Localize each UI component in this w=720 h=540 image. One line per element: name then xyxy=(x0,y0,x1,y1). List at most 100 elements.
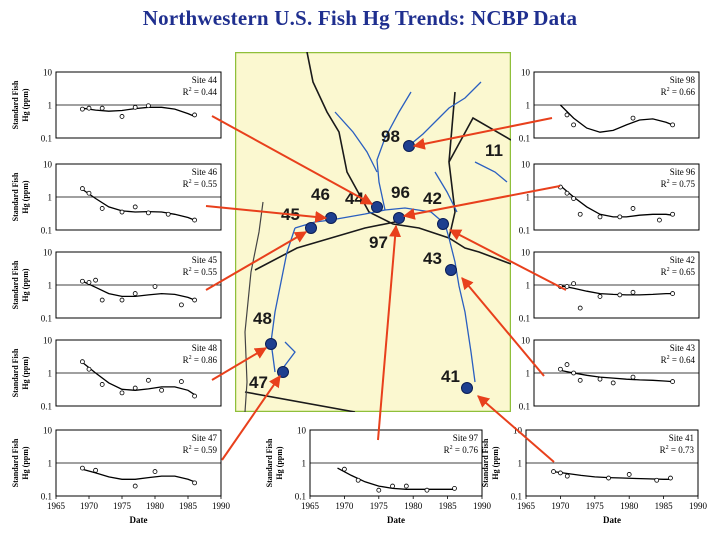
site-label: Site 45 xyxy=(192,255,218,265)
data-point xyxy=(99,382,105,387)
chart-site-96: 10 1 0.1 Site 96 R2 = 0.75 xyxy=(502,156,705,240)
site-label: Site 97 xyxy=(453,433,479,443)
data-point xyxy=(571,281,576,287)
x-tick-label: 1985 xyxy=(179,501,198,511)
data-point xyxy=(99,297,105,303)
y-tick-label: 1 xyxy=(518,459,523,469)
data-point xyxy=(670,291,676,296)
data-point xyxy=(86,190,92,196)
x-tick-label: 1965 xyxy=(301,501,320,511)
data-point xyxy=(119,390,125,396)
data-point xyxy=(152,284,158,289)
data-point xyxy=(564,190,570,196)
x-axis-label: Date xyxy=(130,515,148,525)
x-axis-label: Date xyxy=(387,515,405,525)
chart-svg: 10 1 0.1 Standard Fish Hg (ppm) Site 45 R2 = 0… xyxy=(11,248,222,324)
chart-svg: 10 1 0.1 Site 98 R2 = 0.66 xyxy=(519,68,700,144)
data-point xyxy=(617,292,623,298)
y-tick-label: 1 xyxy=(48,101,53,111)
y-tick-label: 10 xyxy=(521,336,531,346)
data-point xyxy=(668,475,673,481)
data-point xyxy=(80,359,85,365)
chart-site-48: 10 1 0.1 Standard Fish Hg (ppm) Site 48 R2 = 0… xyxy=(8,332,227,416)
map-label-41: 41 xyxy=(441,367,460,386)
data-point xyxy=(564,362,570,367)
map-label-96: 96 xyxy=(391,183,410,202)
data-point xyxy=(355,477,361,483)
y-tick-label: 10 xyxy=(521,160,531,170)
data-point xyxy=(159,387,165,393)
data-point xyxy=(630,374,636,380)
data-point xyxy=(192,297,198,303)
y-axis-label: Hg (ppm) xyxy=(21,180,30,213)
site-label: Site 98 xyxy=(670,75,696,85)
chart-site-44: 10 1 0.1 Standard Fish Hg (ppm) Site 44 R2 = 0… xyxy=(8,64,227,148)
y-tick-label: 0.1 xyxy=(41,134,52,144)
site-48-dot xyxy=(265,338,277,350)
data-point xyxy=(178,379,184,384)
chart-site-98: 10 1 0.1 Site 98 R2 = 0.66 xyxy=(502,64,705,148)
map-label-44: 44 xyxy=(345,189,364,208)
y-tick-label: 1 xyxy=(48,193,53,203)
site-96-dot xyxy=(393,212,405,224)
chart-site-45: 10 1 0.1 Standard Fish Hg (ppm) Site 45 R2 = 0… xyxy=(8,244,227,328)
trend-line xyxy=(82,106,195,117)
data-point xyxy=(178,302,184,308)
data-point xyxy=(656,217,662,223)
x-tick-label: 1975 xyxy=(586,501,605,511)
chart-svg: 10 1 0.1 Standard Fish Hg (ppm) Site 46 R2 = 0… xyxy=(11,160,222,236)
site-44-dot xyxy=(371,201,383,213)
r-squared-label: R2 = 0.73 xyxy=(660,445,695,455)
chart-site-47: 10 1 0.1 Standard Fish Hg (ppm) 1965 1970 1975 1… xyxy=(8,422,231,532)
x-tick-label: 1970 xyxy=(80,501,99,511)
data-point xyxy=(192,217,198,223)
map-label-46: 46 xyxy=(311,185,330,204)
data-point xyxy=(571,370,576,376)
data-point xyxy=(192,112,198,118)
r-squared-label: R2 = 0.76 xyxy=(444,445,479,455)
chart-svg: 10 1 0.1 Standard Fish Hg (ppm) Site 48 R2 = 0… xyxy=(11,336,222,412)
chart-site-46: 10 1 0.1 Standard Fish Hg (ppm) Site 46 R2 = 0… xyxy=(8,156,227,240)
r-squared-label: R2 = 0.44 xyxy=(183,87,218,97)
data-point xyxy=(80,106,85,112)
data-point xyxy=(670,379,676,384)
y-axis-label: Standard Fish xyxy=(265,438,274,487)
y-tick-label: 10 xyxy=(43,68,53,78)
data-point xyxy=(119,209,125,215)
data-point xyxy=(617,214,623,220)
data-point xyxy=(452,485,457,491)
x-tick-label: 1990 xyxy=(473,501,492,511)
y-tick-label: 0.1 xyxy=(41,402,52,412)
site-41-dot xyxy=(461,382,473,394)
x-tick-label: 1985 xyxy=(439,501,458,511)
data-point xyxy=(564,284,570,289)
data-point xyxy=(670,211,676,217)
x-tick-label: 1970 xyxy=(335,501,354,511)
chart-site-97: 10 1 0.1 Standard Fish Hg (ppm) 1965 1970 1975 1… xyxy=(262,422,492,532)
y-tick-label: 10 xyxy=(521,68,531,78)
y-axis-label: Hg (ppm) xyxy=(21,356,30,389)
y-tick-label: 0.1 xyxy=(519,314,530,324)
x-tick-label: 1980 xyxy=(146,501,165,511)
site-43-dot xyxy=(445,264,457,276)
x-tick-label: 1965 xyxy=(47,501,66,511)
y-tick-label: 1 xyxy=(526,101,531,111)
site-label: Site 47 xyxy=(192,433,218,443)
y-tick-label: 0.1 xyxy=(41,492,52,502)
x-tick-label: 1980 xyxy=(404,501,423,511)
y-axis-label: Standard Fish xyxy=(11,348,20,397)
y-axis-label: Standard Fish xyxy=(11,438,20,487)
data-point xyxy=(670,122,676,128)
site-map: 98 11 46 44 96 42 45 97 43 48 47 41 xyxy=(235,52,511,412)
y-axis-label: Hg (ppm) xyxy=(275,446,284,479)
data-point xyxy=(577,305,583,311)
r-squared-label: R2 = 0.55 xyxy=(183,179,218,189)
y-tick-label: 0.1 xyxy=(519,134,530,144)
y-tick-label: 1 xyxy=(526,193,531,203)
data-point xyxy=(93,467,98,473)
map-label-42: 42 xyxy=(423,189,442,208)
y-axis-label: Standard Fish xyxy=(11,80,20,129)
data-point xyxy=(564,473,570,479)
x-tick-label: 1970 xyxy=(551,501,570,511)
y-tick-label: 10 xyxy=(43,248,53,258)
